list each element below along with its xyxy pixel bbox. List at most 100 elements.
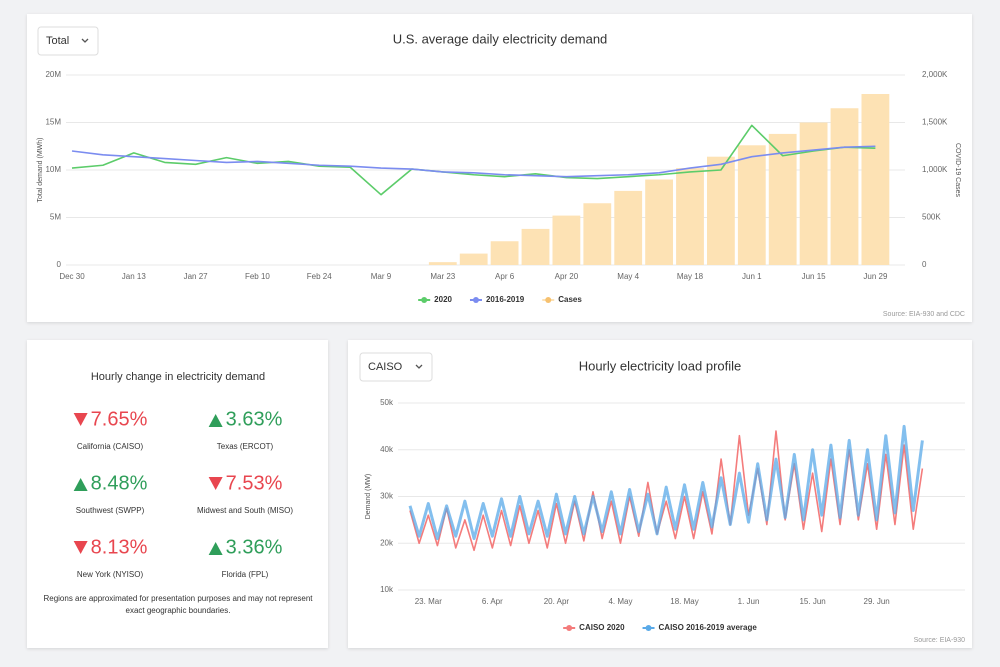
x-tick-label: Feb 10 bbox=[245, 272, 270, 281]
legend-item[interactable]: 2020 bbox=[418, 295, 453, 304]
card bbox=[348, 340, 972, 648]
legend-label: 2020 bbox=[434, 295, 452, 304]
legend-label: 2016-2019 bbox=[486, 295, 525, 304]
x-tick-label: Jun 1 bbox=[742, 272, 762, 281]
x-tick-label: May 4 bbox=[617, 272, 639, 281]
stat-value: 3.63% bbox=[226, 408, 283, 430]
y2-tick-label: 0 bbox=[922, 260, 927, 269]
legend-item[interactable]: CAISO 2020 bbox=[563, 623, 625, 632]
dropdown[interactable]: CAISO bbox=[359, 352, 433, 382]
y-tick-label: 40k bbox=[380, 445, 394, 454]
x-tick-label: 1. Jun bbox=[738, 597, 760, 606]
bar bbox=[676, 168, 704, 265]
x-tick-label: Jun 29 bbox=[863, 272, 888, 281]
bar bbox=[799, 122, 828, 265]
legend-dot bbox=[545, 297, 552, 303]
stat-region: Midwest and South (MISO) bbox=[197, 506, 293, 515]
x-tick-label: May 18 bbox=[677, 272, 704, 281]
dropdown-label: Total bbox=[46, 35, 69, 47]
x-tick-label: Jan 27 bbox=[184, 272, 209, 281]
legend-dot bbox=[645, 625, 652, 631]
legend-item[interactable]: 2016-2019 bbox=[469, 295, 525, 304]
y-axis-label: Total demand (MWh) bbox=[37, 138, 44, 203]
chart-title: U.S. average daily electricity demand bbox=[393, 31, 608, 46]
stat-region: Southwest (SWPP) bbox=[76, 506, 145, 515]
y-tick-label: 15M bbox=[45, 118, 61, 127]
stat-arrow bbox=[73, 413, 88, 426]
x-tick-label: Mar 9 bbox=[371, 272, 392, 281]
line bbox=[71, 124, 876, 196]
y-tick-label: 10k bbox=[380, 585, 394, 594]
x-tick-label: Apr 20 bbox=[555, 272, 579, 281]
legend-label: Cases bbox=[558, 295, 582, 304]
stat-value: 8.48% bbox=[91, 472, 148, 494]
dropdown-box bbox=[359, 352, 433, 382]
stat-arrow bbox=[208, 542, 223, 555]
card bbox=[27, 340, 328, 648]
x-tick-label: 29. Jun bbox=[864, 597, 890, 606]
bar bbox=[645, 179, 674, 265]
dropdown-chevron bbox=[415, 364, 423, 369]
stat-value: 3.36% bbox=[226, 536, 283, 558]
x-tick-label: 4. May bbox=[608, 597, 632, 606]
bar bbox=[830, 108, 859, 265]
legend-dot bbox=[421, 297, 428, 303]
dropdown[interactable]: Total bbox=[37, 26, 99, 56]
source: Source: EIA-930 and CDC bbox=[883, 311, 965, 318]
bar bbox=[583, 203, 612, 265]
bar bbox=[706, 156, 735, 265]
bar bbox=[861, 94, 890, 265]
legend: CAISO 2020 CAISO 2016-2019 average bbox=[563, 623, 757, 632]
x-tick-label: Dec 30 bbox=[59, 272, 85, 281]
y2-tick-label: 1,000K bbox=[922, 165, 948, 174]
legend-item[interactable]: CAISO 2016-2019 average bbox=[642, 623, 758, 632]
stat-region: California (CAISO) bbox=[77, 442, 144, 451]
y-tick-label: 10M bbox=[45, 165, 61, 174]
stat-region: Texas (ERCOT) bbox=[217, 442, 274, 451]
stat-value: 8.13% bbox=[91, 536, 148, 558]
legend-dot bbox=[566, 625, 573, 631]
stats-note: Regions are approximated for presentatio… bbox=[43, 594, 313, 615]
stat-value: 7.53% bbox=[226, 472, 283, 494]
y-axis-label: Demand (MW) bbox=[365, 474, 372, 520]
stat-region: Florida (FPL) bbox=[222, 570, 269, 579]
dropdown-chevron bbox=[81, 38, 89, 43]
x-tick-label: Apr 6 bbox=[495, 272, 515, 281]
x-tick-label: 15. Jun bbox=[799, 597, 825, 606]
legend-item[interactable]: Cases bbox=[542, 295, 582, 304]
legend-dot bbox=[472, 297, 479, 303]
x-tick-label: Jun 15 bbox=[802, 272, 827, 281]
stat-region: New York (NYISO) bbox=[77, 570, 144, 579]
stats-title: Hourly change in electricity demand bbox=[91, 371, 265, 383]
bar bbox=[552, 215, 581, 265]
x-tick-label: Jan 13 bbox=[122, 272, 147, 281]
y-tick-label: 50k bbox=[380, 398, 394, 407]
dropdown-box bbox=[37, 26, 99, 56]
line bbox=[71, 145, 876, 178]
line bbox=[408, 424, 924, 541]
y2-tick-label: 500K bbox=[922, 213, 941, 222]
x-tick-label: 18. May bbox=[670, 597, 698, 606]
y2-tick-label: 2,000K bbox=[922, 70, 948, 79]
x-tick-label: 20. Apr bbox=[544, 597, 570, 606]
stat-arrow bbox=[208, 414, 223, 427]
y-tick-label: 5M bbox=[50, 213, 61, 222]
y-tick-label: 0 bbox=[57, 260, 62, 269]
bar bbox=[521, 228, 550, 265]
bar bbox=[459, 253, 488, 265]
chart-title: Hourly electricity load profile bbox=[579, 358, 742, 373]
x-tick-label: 23. Mar bbox=[415, 597, 442, 606]
bar bbox=[428, 262, 457, 265]
legend: 2020 2016-2019 Cases bbox=[418, 295, 582, 304]
source: Source: EIA-930 bbox=[914, 637, 965, 644]
stat-arrow bbox=[208, 477, 223, 490]
stat-arrow bbox=[73, 541, 88, 554]
y2-tick-label: 1,500K bbox=[922, 118, 948, 127]
stat-value: 7.65% bbox=[91, 408, 148, 430]
y-tick-label: 30k bbox=[380, 492, 394, 501]
legend-label: CAISO 2020 bbox=[579, 623, 625, 632]
legend-label: CAISO 2016-2019 average bbox=[659, 623, 758, 632]
y-tick-label: 20M bbox=[45, 70, 61, 79]
